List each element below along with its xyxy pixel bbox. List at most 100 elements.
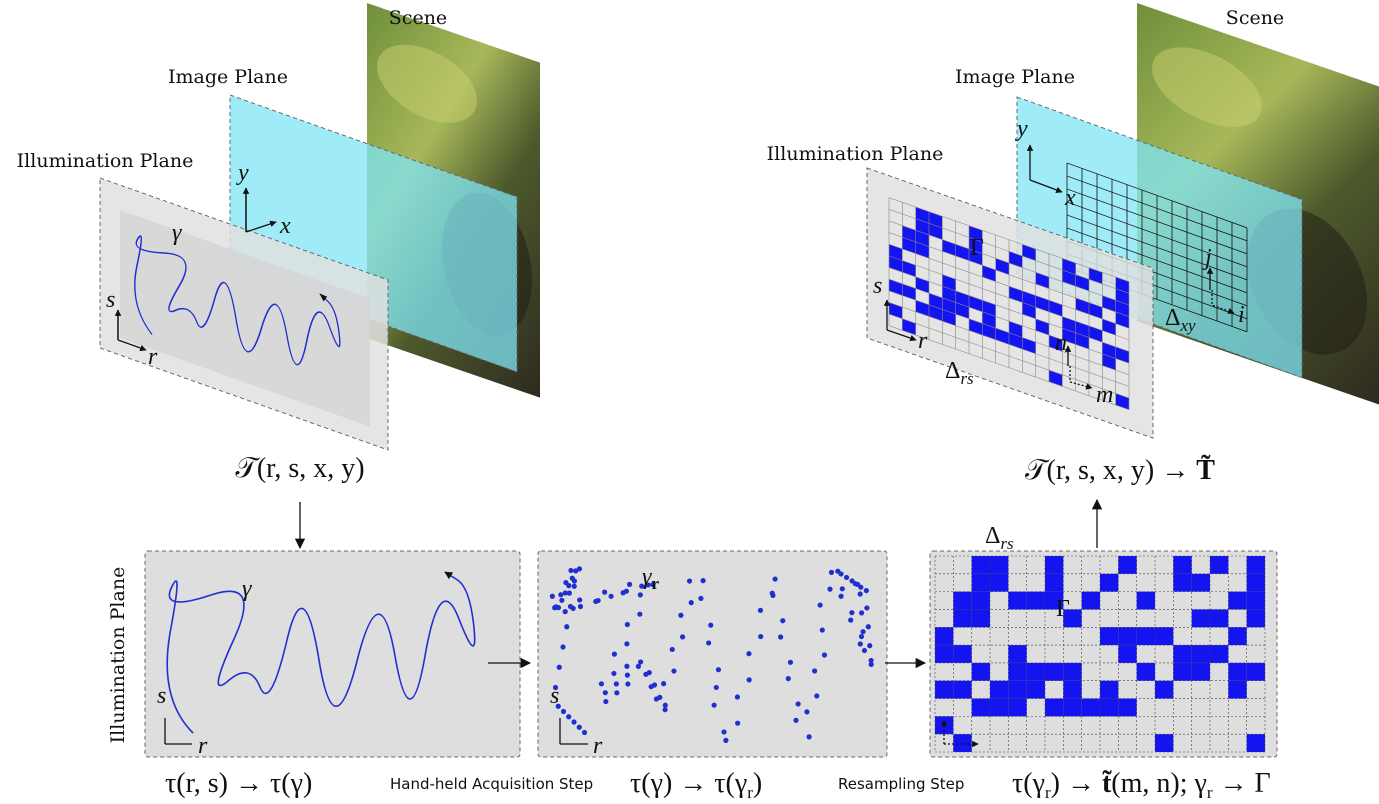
- sample-dot: [773, 576, 778, 581]
- grid-cell: [972, 574, 990, 592]
- sample-dot: [822, 652, 827, 657]
- grid-cell: [1192, 574, 1210, 592]
- grid-cell: [1228, 627, 1246, 645]
- sample-dot: [786, 676, 791, 681]
- sample-dot: [812, 668, 817, 673]
- sample-dot: [864, 605, 869, 610]
- sample-dot: [564, 624, 569, 629]
- sample-dot: [804, 709, 809, 714]
- caption: τ(γ) → τ(γr): [630, 768, 762, 802]
- sample-dot: [571, 719, 576, 724]
- sample-dot: [862, 648, 867, 653]
- sample-dot: [609, 594, 614, 599]
- sample-dot: [844, 575, 849, 580]
- label: Image Plane: [168, 66, 288, 88]
- sample-dot: [721, 729, 726, 734]
- sample-dot: [838, 571, 843, 576]
- sample-dot: [778, 634, 783, 639]
- sample-dot: [746, 651, 751, 656]
- grid-cell: [1008, 681, 1026, 699]
- grid-cell: [1118, 645, 1136, 663]
- sample-dot: [663, 703, 668, 708]
- grid-cell: [1173, 574, 1191, 592]
- sample-dot: [572, 584, 577, 589]
- grid-cell: [990, 556, 1008, 574]
- grid-cell: [1100, 574, 1118, 592]
- sample-dot: [582, 730, 587, 735]
- sample-dot: [758, 608, 763, 613]
- grid-cell: [1247, 609, 1265, 627]
- sample-dot: [624, 641, 629, 646]
- step-label: Hand-held Acquisition Step: [390, 775, 593, 793]
- caption-text: → Γ: [1213, 768, 1271, 799]
- sample-dot: [599, 681, 604, 686]
- path-label: γ: [242, 576, 252, 602]
- grid-cell: [1210, 556, 1228, 574]
- sample-dot: [602, 590, 607, 595]
- sample-dot: [559, 598, 564, 603]
- sample-dot: [563, 609, 568, 614]
- grid-cell: [1045, 663, 1063, 681]
- sample-dot: [566, 714, 571, 719]
- sample-dot: [858, 641, 863, 646]
- grid-cell: [990, 699, 1008, 717]
- sample-dot: [662, 707, 667, 712]
- axis-label: y: [1015, 116, 1028, 142]
- sample-dot: [814, 693, 819, 698]
- formula: 𝒯(r, s, x, y) → T̃: [1025, 455, 1215, 486]
- grid-cell: [935, 627, 953, 645]
- label: Image Plane: [955, 66, 1075, 88]
- grid-cell: [1210, 609, 1228, 627]
- label: Illumination Plane: [17, 150, 194, 172]
- sample-dot: [859, 610, 864, 615]
- sample-dot: [827, 587, 832, 592]
- grid-cell: [972, 609, 990, 627]
- subscript: rs: [1000, 534, 1014, 553]
- grid-cell: [1100, 681, 1118, 699]
- sample-dot: [643, 672, 648, 677]
- grid-cell: [1155, 681, 1173, 699]
- caption-text: ) →: [1051, 768, 1102, 799]
- grid-cell: [1118, 627, 1136, 645]
- grid-cell: [1027, 681, 1045, 699]
- sample-dot: [860, 629, 865, 634]
- label: Illumination Plane: [767, 143, 944, 165]
- diagram: Scene Image Plane Illumination Plane y x…: [0, 0, 1379, 804]
- delta-label: Δrs: [985, 523, 1014, 553]
- axis-label: x: [1064, 185, 1076, 211]
- sample-dot: [864, 588, 869, 593]
- formula-text: 𝒯(r, s, x, y) →: [1025, 455, 1196, 486]
- grid-cell: [953, 734, 971, 752]
- axis-label: m: [1096, 382, 1113, 408]
- grid-cell: [935, 645, 953, 663]
- sample-dot: [566, 583, 571, 588]
- caption-text: τ(γ) → τ(γ: [630, 768, 747, 799]
- axis-label: r: [593, 733, 603, 759]
- sample-dot: [788, 660, 793, 665]
- sample-dot: [780, 618, 785, 623]
- grid-cell: [1063, 681, 1081, 699]
- grid-cell: [935, 681, 953, 699]
- sample-dot: [735, 721, 740, 726]
- sample-dot: [670, 647, 675, 652]
- sample-dot: [853, 581, 858, 586]
- grid-cell: [1192, 609, 1210, 627]
- sample-dot: [820, 627, 825, 632]
- label: Scene: [389, 7, 447, 29]
- sample-dot: [603, 690, 608, 695]
- sample-dot: [557, 665, 562, 670]
- subscript: r: [651, 574, 659, 593]
- grid-cell: [1008, 663, 1026, 681]
- sample-dot: [573, 568, 578, 573]
- sample-dot: [680, 634, 685, 639]
- sample-dot: [578, 604, 583, 609]
- label: Scene: [1226, 7, 1284, 29]
- sample-dot: [858, 585, 863, 590]
- axis-label: n: [1055, 330, 1067, 356]
- axis-label: r: [198, 733, 208, 759]
- sample-dot: [625, 673, 630, 678]
- grid-cell: [1082, 592, 1100, 610]
- sample-dot: [603, 699, 608, 704]
- grid-cell: [1008, 645, 1026, 663]
- grid-cell: [1247, 734, 1265, 752]
